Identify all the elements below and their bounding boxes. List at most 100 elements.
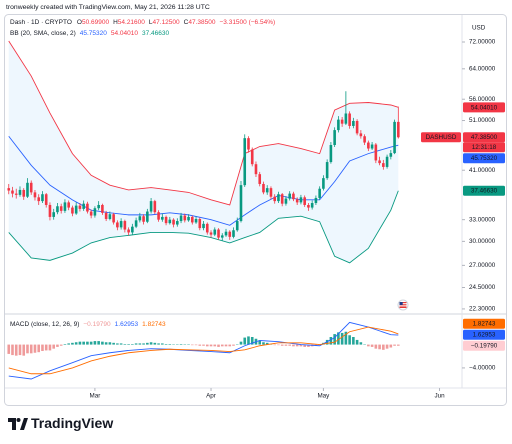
- candle-body: [202, 223, 205, 229]
- candle-body: [359, 133, 363, 137]
- candle-body: [86, 203, 89, 212]
- histogram-bar: [179, 344, 183, 345]
- histogram-bar: [224, 344, 228, 347]
- histogram-bar: [250, 337, 254, 345]
- candle-body: [82, 203, 85, 209]
- x-tick-label: Jun: [434, 393, 445, 400]
- candle-body: [116, 222, 119, 228]
- candle-body: [322, 178, 325, 189]
- histogram-bar: [295, 344, 299, 347]
- candle-body: [190, 216, 194, 223]
- candle-body: [97, 204, 100, 209]
- histogram-bar: [56, 344, 59, 347]
- candle-body: [363, 136, 366, 143]
- candle-body: [288, 193, 291, 199]
- histogram-bar: [217, 344, 220, 347]
- histogram-bar: [153, 342, 157, 345]
- candle-body: [194, 218, 198, 223]
- candle-body: [247, 138, 250, 150]
- legend-value: 54.21600: [118, 19, 145, 26]
- legend-value: 47.38500: [188, 19, 215, 26]
- histogram-bar: [389, 344, 393, 348]
- price-badge: [463, 185, 505, 196]
- histogram-bar: [239, 341, 243, 345]
- candle-body: [367, 142, 370, 149]
- candle-body: [258, 174, 262, 184]
- histogram-bar: [104, 342, 108, 345]
- candle-body: [161, 216, 164, 220]
- candle-body: [142, 216, 145, 222]
- candle-body: [299, 197, 303, 203]
- histogram-bar: [116, 343, 119, 345]
- histogram-bar: [378, 344, 381, 350]
- y-tick-label: 56.00000: [469, 96, 496, 103]
- indicator-line: [8, 40, 399, 206]
- candle-body: [18, 189, 22, 195]
- candle-body: [224, 231, 228, 236]
- legend-key: L: [149, 19, 153, 26]
- candle-body: [153, 201, 157, 213]
- candle-body: [273, 196, 277, 202]
- candle-body: [370, 144, 374, 149]
- candle-body: [220, 235, 224, 238]
- legend-value: 47.12500: [153, 19, 180, 26]
- histogram-bar: [220, 344, 224, 347]
- histogram-bar: [292, 344, 295, 347]
- candle-body: [52, 212, 55, 217]
- candle-body: [89, 211, 93, 216]
- histogram-bar: [265, 342, 269, 345]
- histogram-bar: [82, 341, 85, 345]
- histogram-bar: [14, 344, 18, 356]
- candle-body: [325, 162, 329, 179]
- candle-body: [352, 120, 355, 126]
- histogram-bar: [348, 335, 351, 345]
- histogram-bar: [209, 344, 213, 347]
- candle-body: [329, 145, 333, 163]
- candle-body: [262, 183, 265, 193]
- price-badge-label: 45.75320: [471, 155, 498, 162]
- candle-body: [22, 189, 26, 197]
- symbol-badge-label: DASHUSD: [426, 134, 457, 141]
- histogram-bar: [370, 344, 374, 347]
- candle-body: [310, 203, 314, 208]
- histogram-bar: [63, 344, 67, 345]
- candle-body: [374, 144, 378, 161]
- histogram-bar: [359, 342, 363, 345]
- candle-body: [48, 204, 52, 217]
- histogram-bar: [131, 344, 134, 345]
- histogram-bar: [164, 344, 168, 345]
- candle-body: [393, 121, 396, 154]
- candle-body: [44, 194, 48, 205]
- candle-body: [292, 193, 295, 200]
- candle-body: [93, 208, 97, 216]
- y-tick-label: 64.00000: [469, 65, 496, 72]
- candle-body: [183, 215, 187, 221]
- legend-value: 50.69900: [82, 19, 109, 26]
- candle-body: [277, 194, 280, 202]
- histogram-bar: [22, 344, 26, 356]
- histogram-bar: [37, 344, 41, 353]
- candle-body: [307, 204, 310, 208]
- price-badge-label: 47.38500: [471, 134, 498, 141]
- histogram-bar: [232, 344, 235, 346]
- candle-body: [198, 218, 202, 229]
- price-badge: [463, 340, 505, 351]
- candle-body: [56, 206, 59, 213]
- candle-body: [378, 160, 381, 164]
- candle-body: [333, 130, 336, 146]
- price-badge-label: 37.46630: [471, 188, 498, 195]
- histogram-bar: [138, 343, 142, 345]
- x-tick-label: Apr: [206, 393, 216, 400]
- histogram-bar: [247, 336, 250, 345]
- candle-body: [7, 188, 11, 191]
- legend-key: C: [184, 19, 189, 26]
- histogram-bar: [41, 344, 44, 351]
- candle-body: [179, 215, 183, 222]
- histogram-bar: [325, 339, 329, 345]
- candle-body: [397, 121, 400, 138]
- candle-body: [157, 212, 160, 220]
- candle-body: [108, 214, 112, 219]
- histogram-bar: [393, 344, 396, 346]
- candle-body: [176, 221, 179, 225]
